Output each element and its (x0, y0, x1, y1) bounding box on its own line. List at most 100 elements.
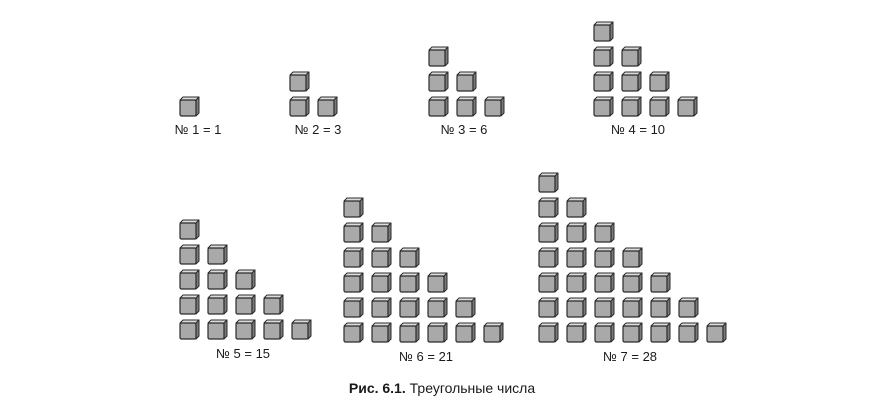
block (483, 322, 504, 343)
block (622, 297, 643, 318)
triangle-figure-3 (428, 46, 505, 117)
triangle-figure-2 (289, 71, 338, 117)
block (179, 219, 200, 240)
block (263, 294, 284, 315)
block (207, 319, 228, 340)
triangle-figure-7 (538, 172, 727, 343)
figure-label-6: № 6 = 21 (398, 349, 454, 364)
block (594, 272, 615, 293)
block (593, 96, 614, 117)
block (538, 272, 559, 293)
figure-label-4: № 4 = 10 (610, 122, 666, 137)
block (566, 322, 587, 343)
block (235, 269, 256, 290)
block (566, 197, 587, 218)
block (456, 71, 477, 92)
block (343, 297, 364, 318)
block (649, 96, 670, 117)
block (678, 322, 699, 343)
block (566, 247, 587, 268)
triangle-figure-6 (343, 197, 504, 343)
figure-label-7: № 7 = 28 (602, 349, 658, 364)
block (594, 322, 615, 343)
block (399, 322, 420, 343)
block (179, 294, 200, 315)
block (621, 96, 642, 117)
block (207, 294, 228, 315)
block (399, 297, 420, 318)
block (706, 322, 727, 343)
block (455, 322, 476, 343)
block (235, 319, 256, 340)
block (594, 222, 615, 243)
block (621, 46, 642, 67)
figure-label-3: № 3 = 6 (440, 122, 488, 137)
block (677, 96, 698, 117)
block (343, 197, 364, 218)
block (371, 322, 392, 343)
block (678, 297, 699, 318)
figure-caption: Рис. 6.1. Треугольные числа (0, 380, 884, 396)
block (343, 322, 364, 343)
block (484, 96, 505, 117)
block (538, 322, 559, 343)
block (235, 294, 256, 315)
block (650, 322, 671, 343)
caption-text: Треугольные числа (409, 380, 536, 396)
block (428, 46, 449, 67)
block (649, 71, 670, 92)
block (291, 319, 312, 340)
block (317, 96, 338, 117)
block (289, 96, 310, 117)
block (207, 269, 228, 290)
block (427, 297, 448, 318)
block (179, 244, 200, 265)
block (538, 297, 559, 318)
block (538, 172, 559, 193)
block (179, 96, 200, 117)
block (399, 247, 420, 268)
block (399, 272, 420, 293)
block (594, 247, 615, 268)
block (455, 297, 476, 318)
block (621, 71, 642, 92)
block (263, 319, 284, 340)
triangle-figure-5 (179, 219, 312, 340)
block (179, 269, 200, 290)
block (371, 247, 392, 268)
block (650, 297, 671, 318)
block (427, 272, 448, 293)
block (593, 46, 614, 67)
block (371, 222, 392, 243)
block (179, 319, 200, 340)
block (566, 297, 587, 318)
block (289, 71, 310, 92)
block (622, 322, 643, 343)
block (538, 222, 559, 243)
block (343, 247, 364, 268)
block (593, 21, 614, 42)
block (622, 247, 643, 268)
caption-prefix: Рис. 6.1. (348, 380, 406, 396)
block (650, 272, 671, 293)
figure-label-1: № 1 = 1 (174, 122, 222, 137)
figure-label-2: № 2 = 3 (294, 122, 342, 137)
block (594, 297, 615, 318)
triangle-figure-1 (179, 96, 200, 117)
block (456, 96, 477, 117)
block (622, 272, 643, 293)
block (538, 197, 559, 218)
triangle-figure-4 (593, 21, 698, 117)
block (593, 71, 614, 92)
block (371, 297, 392, 318)
block (538, 247, 559, 268)
block (371, 272, 392, 293)
figure-label-5: № 5 = 15 (215, 346, 271, 361)
block (343, 272, 364, 293)
block (428, 71, 449, 92)
block (207, 244, 228, 265)
block (566, 272, 587, 293)
block (566, 222, 587, 243)
block (427, 322, 448, 343)
